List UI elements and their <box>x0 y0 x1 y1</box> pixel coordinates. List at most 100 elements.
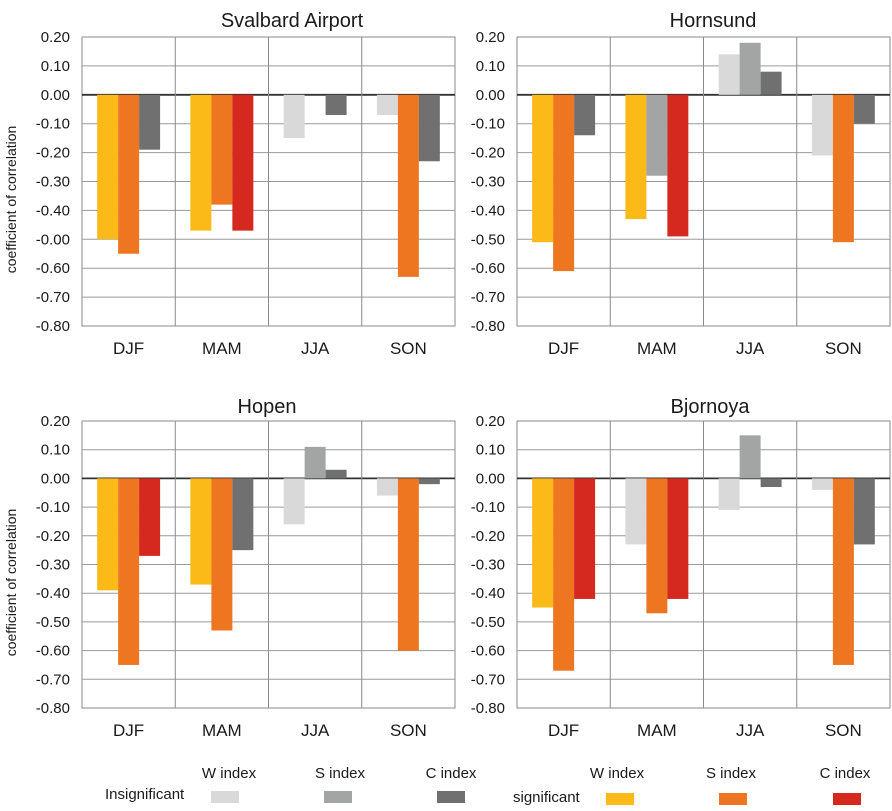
y-tick-label: -0.80 <box>471 318 505 335</box>
y-tick-label: -0.10 <box>36 499 70 516</box>
bar-w-djf <box>97 478 119 591</box>
bar-c-djf <box>574 478 596 599</box>
bar-c-jja <box>760 71 782 95</box>
chart-panel: 0.20 0.10 0.00 -0.10 -0.20 -0.30 -0.40 -0.00 -0.… <box>3 10 456 358</box>
y-tick-label: -0.60 <box>471 643 505 660</box>
bar-s-son <box>397 94 419 277</box>
y-tick-label: -0.20 <box>471 145 505 162</box>
bar-s-jja <box>304 446 326 479</box>
y-tick-label: -0.40 <box>471 585 505 602</box>
bar-s-mam <box>211 94 233 205</box>
y-tick-label: -0.40 <box>36 585 70 602</box>
legend-sig-w-label: W index <box>590 765 645 782</box>
bar-w-mam <box>190 94 212 231</box>
chart-panel: 0.20 0.10 0.00 -0.10 -0.20 -0.30 -0.40 -0.50 -0.… <box>471 10 891 358</box>
x-tick-label-mam: MAM <box>637 721 677 740</box>
y-tick-label: -0.00 <box>36 231 70 248</box>
x-tick-label-djf: DJF <box>548 721 579 740</box>
bar-w-djf <box>532 94 554 243</box>
bar-c-son <box>418 94 440 162</box>
y-tick-label: -0.60 <box>36 260 70 277</box>
bar-s-djf <box>553 478 575 671</box>
legend-swatch-w-insignificant <box>211 791 239 803</box>
bar-s-mam <box>211 478 233 631</box>
y-tick-label: -0.40 <box>471 202 505 219</box>
y-tick-label: 0.10 <box>41 442 70 459</box>
x-tick-label-djf: DJF <box>113 721 144 740</box>
bar-w-son <box>376 94 398 116</box>
legend: W index S index C index Insignificant W … <box>105 765 871 806</box>
chart-panel: 0.20 0.10 0.00 -0.10 -0.20 -0.30 -0.40 -0.50 -0.… <box>471 396 891 740</box>
x-tick-label-mam: MAM <box>637 339 677 358</box>
bar-s-son <box>832 94 854 243</box>
bar-s-jja <box>739 42 761 95</box>
y-tick-label: -0.30 <box>36 174 70 191</box>
bar-s-mam <box>646 478 668 614</box>
bar-w-jja <box>718 54 740 95</box>
legend-sig-c-label: C index <box>820 765 871 782</box>
bar-c-djf <box>574 94 596 136</box>
bar-c-son <box>853 478 875 545</box>
y-axis-label: coefficient of correlation <box>3 126 19 274</box>
y-tick-label: -0.10 <box>471 499 505 516</box>
y-tick-label: -0.70 <box>471 289 505 306</box>
bar-w-djf <box>97 94 119 240</box>
bar-w-son <box>811 478 833 490</box>
y-tick-label: -0.80 <box>36 318 70 335</box>
bar-w-jja <box>283 478 305 525</box>
legend-swatch-s-significant <box>719 793 747 805</box>
y-tick-label: 0.10 <box>476 442 505 459</box>
legend-insig-c-label: C index <box>426 765 477 782</box>
bar-s-djf <box>118 94 140 254</box>
y-tick-label: 0.20 <box>476 29 505 46</box>
x-tick-label-son: SON <box>390 339 427 358</box>
y-tick-label: 0.20 <box>41 29 70 46</box>
y-tick-label: -0.70 <box>36 671 70 688</box>
bar-s-djf <box>118 478 140 665</box>
bar-c-jja <box>760 478 782 488</box>
y-tick-label: -0.60 <box>36 643 70 660</box>
y-axis-label: coefficient of correlation <box>3 509 19 657</box>
bar-s-jja <box>739 435 761 479</box>
bar-w-jja <box>283 94 305 139</box>
y-tick-label: -0.20 <box>36 528 70 545</box>
legend-sig-s-label: S index <box>706 765 757 782</box>
bar-c-son <box>853 94 875 124</box>
bar-c-son <box>418 478 440 485</box>
y-tick-label: -0.30 <box>471 174 505 191</box>
chart-title: Bjornoya <box>671 396 751 418</box>
bar-c-jja <box>325 469 347 479</box>
y-tick-label: 0.00 <box>476 87 505 104</box>
bar-w-son <box>811 94 833 156</box>
bar-w-mam <box>625 94 647 220</box>
bar-c-djf <box>139 94 161 150</box>
x-tick-label-son: SON <box>825 721 862 740</box>
x-tick-label-djf: DJF <box>113 339 144 358</box>
y-tick-label: -0.30 <box>36 557 70 574</box>
x-tick-label-djf: DJF <box>548 339 579 358</box>
y-tick-label: -0.80 <box>471 700 505 717</box>
bar-c-djf <box>139 478 161 556</box>
y-tick-label: -0.10 <box>36 116 70 133</box>
y-tick-label: 0.10 <box>41 58 70 75</box>
bar-s-son <box>832 478 854 665</box>
y-tick-label: -0.50 <box>471 231 505 248</box>
y-tick-label: 0.00 <box>41 470 70 487</box>
bar-w-mam <box>625 478 647 545</box>
y-tick-label: 0.00 <box>476 470 505 487</box>
x-tick-label-mam: MAM <box>202 339 242 358</box>
x-tick-label-jja: JJA <box>301 721 330 740</box>
bar-c-mam <box>667 94 689 237</box>
bar-c-mam <box>667 478 689 599</box>
y-tick-label: -0.30 <box>471 557 505 574</box>
bar-s-son <box>397 478 419 651</box>
y-tick-label: 0.00 <box>41 87 70 104</box>
chart-panel: 0.20 0.10 0.00 -0.10 -0.20 -0.30 -0.40 -0.50 -0.… <box>3 396 456 740</box>
y-tick-label: -0.70 <box>36 289 70 306</box>
chart-title: Hornsund <box>670 10 757 32</box>
y-tick-label: -0.50 <box>36 614 70 631</box>
bar-s-mam <box>646 94 668 176</box>
x-tick-label-jja: JJA <box>736 721 765 740</box>
legend-swatch-c-insignificant <box>437 791 465 803</box>
